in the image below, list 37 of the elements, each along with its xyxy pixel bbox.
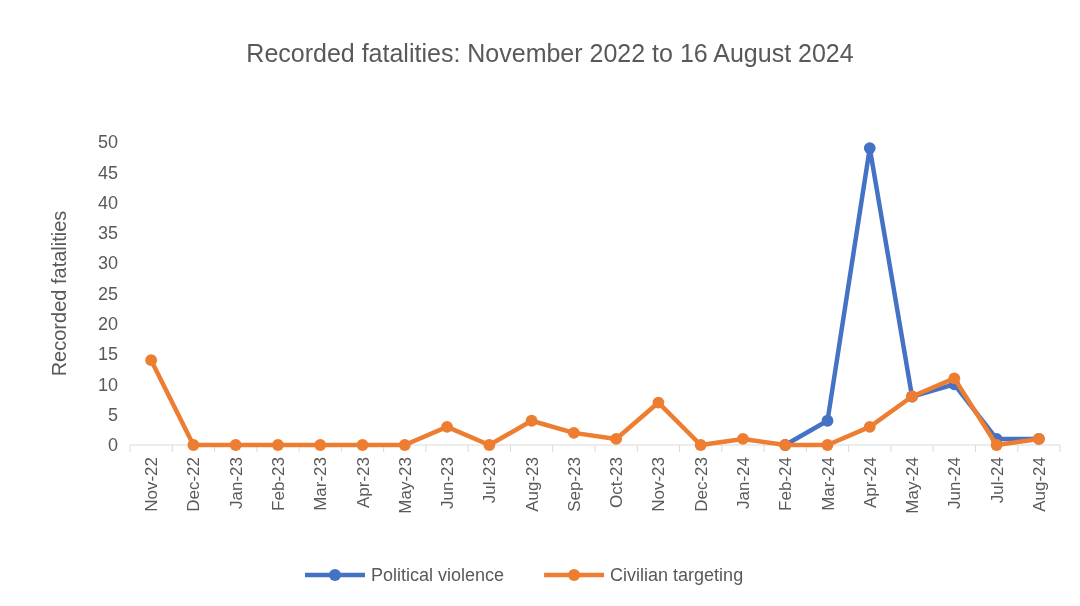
x-tick-label: May-24 xyxy=(903,457,923,514)
y-tick-label: 15 xyxy=(97,344,118,365)
x-tick-label: Jan-23 xyxy=(226,457,246,509)
y-tick-label: 5 xyxy=(107,404,118,425)
y-tick-label: 25 xyxy=(97,283,118,304)
x-tick-label: Jun-24 xyxy=(945,457,965,509)
x-tick-label: Dec-22 xyxy=(184,457,204,512)
x-tick-label: Aug-23 xyxy=(522,457,542,512)
x-tick-label: Apr-23 xyxy=(353,457,373,509)
x-tick-label: Dec-23 xyxy=(691,457,711,512)
y-tick-label: 45 xyxy=(97,162,118,183)
x-tick-label: Jan-24 xyxy=(733,457,753,509)
y-tick-label: 50 xyxy=(97,132,118,153)
y-tick-label: 10 xyxy=(97,374,118,395)
y-axis-title: Recorded fatalities xyxy=(48,210,70,377)
y-tick-label: 35 xyxy=(97,223,118,244)
legend-label: Political violence xyxy=(371,565,505,585)
x-tick-label: Nov-23 xyxy=(649,457,669,512)
y-tick-label: 0 xyxy=(107,435,118,456)
y-tick-label: 20 xyxy=(97,314,118,335)
x-tick-label: Aug-24 xyxy=(1029,457,1049,512)
chart-title: Recorded fatalities: November 2022 to 16 August 2024 xyxy=(246,39,854,67)
x-tick-label: Oct-23 xyxy=(607,457,627,509)
x-tick-label: Feb-23 xyxy=(268,457,288,511)
x-tick-label: May-23 xyxy=(395,457,415,514)
y-tick-label: 40 xyxy=(97,192,118,213)
x-tick-label: Jun-23 xyxy=(438,457,458,509)
x-tick-label: Sep-23 xyxy=(564,457,584,512)
x-tick-label: Jul-24 xyxy=(987,457,1007,504)
x-tick-label: Nov-22 xyxy=(142,457,162,512)
x-tick-label: Mar-24 xyxy=(818,457,838,511)
x-tick-label: Feb-24 xyxy=(776,457,796,511)
x-tick-label: Mar-23 xyxy=(311,457,331,511)
x-tick-label: Jul-23 xyxy=(480,457,500,504)
x-tick-label: Apr-24 xyxy=(860,457,880,509)
y-tick-label: 30 xyxy=(97,253,118,274)
legend-label: Civilian targeting xyxy=(610,565,744,585)
